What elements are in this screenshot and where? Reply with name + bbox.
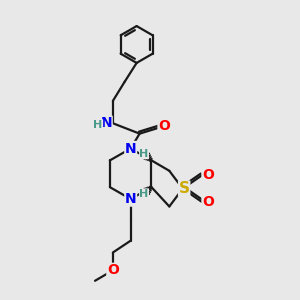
Text: O: O	[202, 195, 214, 209]
Text: N: N	[100, 116, 112, 130]
Text: O: O	[107, 263, 119, 278]
Text: H: H	[140, 189, 149, 199]
Text: N: N	[125, 192, 136, 206]
Text: N: N	[125, 142, 136, 155]
Text: O: O	[202, 168, 214, 182]
Text: S: S	[179, 181, 190, 196]
Text: H: H	[140, 149, 149, 159]
Text: O: O	[158, 119, 170, 133]
Text: H: H	[93, 120, 103, 130]
